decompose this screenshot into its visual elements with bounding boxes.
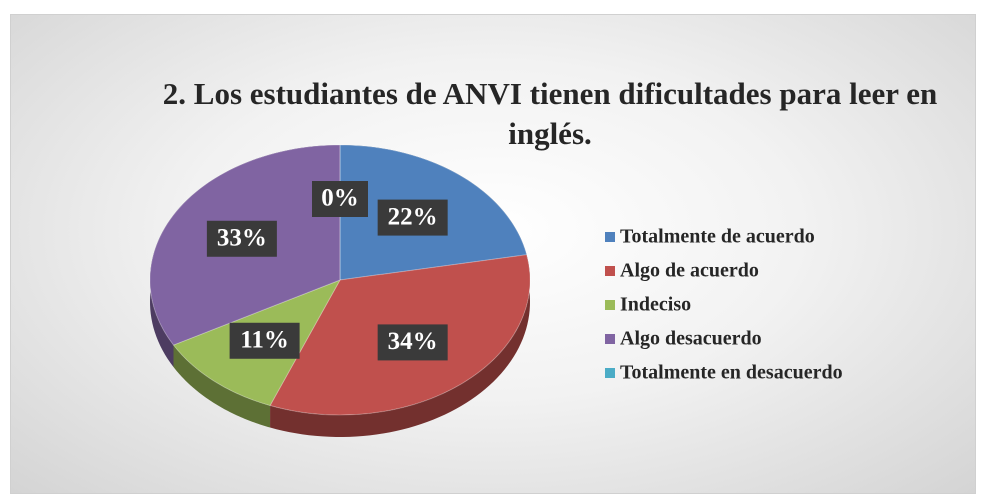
legend-label: Totalmente en desacuerdo [620, 362, 843, 384]
legend-marker [605, 266, 615, 276]
data-label-box [312, 181, 368, 217]
data-label-box [229, 322, 300, 359]
legend-marker [605, 232, 615, 242]
data-label: 11% [240, 326, 289, 353]
legend-marker [605, 334, 615, 344]
legend-label: Indeciso [620, 294, 691, 316]
data-label-box [206, 220, 277, 257]
data-label: 22% [388, 203, 438, 230]
pie-slice-side [270, 254, 530, 437]
legend-label: Algo desacuerdo [620, 328, 762, 350]
legend-label: Totalmente de acuerdo [620, 226, 815, 248]
legend-marker [605, 368, 615, 378]
data-label: 34% [388, 328, 438, 355]
data-label: 33% [217, 225, 267, 252]
data-label-box [377, 324, 448, 361]
data-label-box [377, 199, 448, 236]
pie-slice-side [173, 345, 271, 428]
legend-marker [605, 300, 615, 310]
chart-title: 2. Los estudiantes de ANVI tienen dificu… [162, 76, 938, 151]
data-label: 0% [321, 185, 359, 212]
legend-label: Algo de acuerdo [620, 260, 759, 282]
